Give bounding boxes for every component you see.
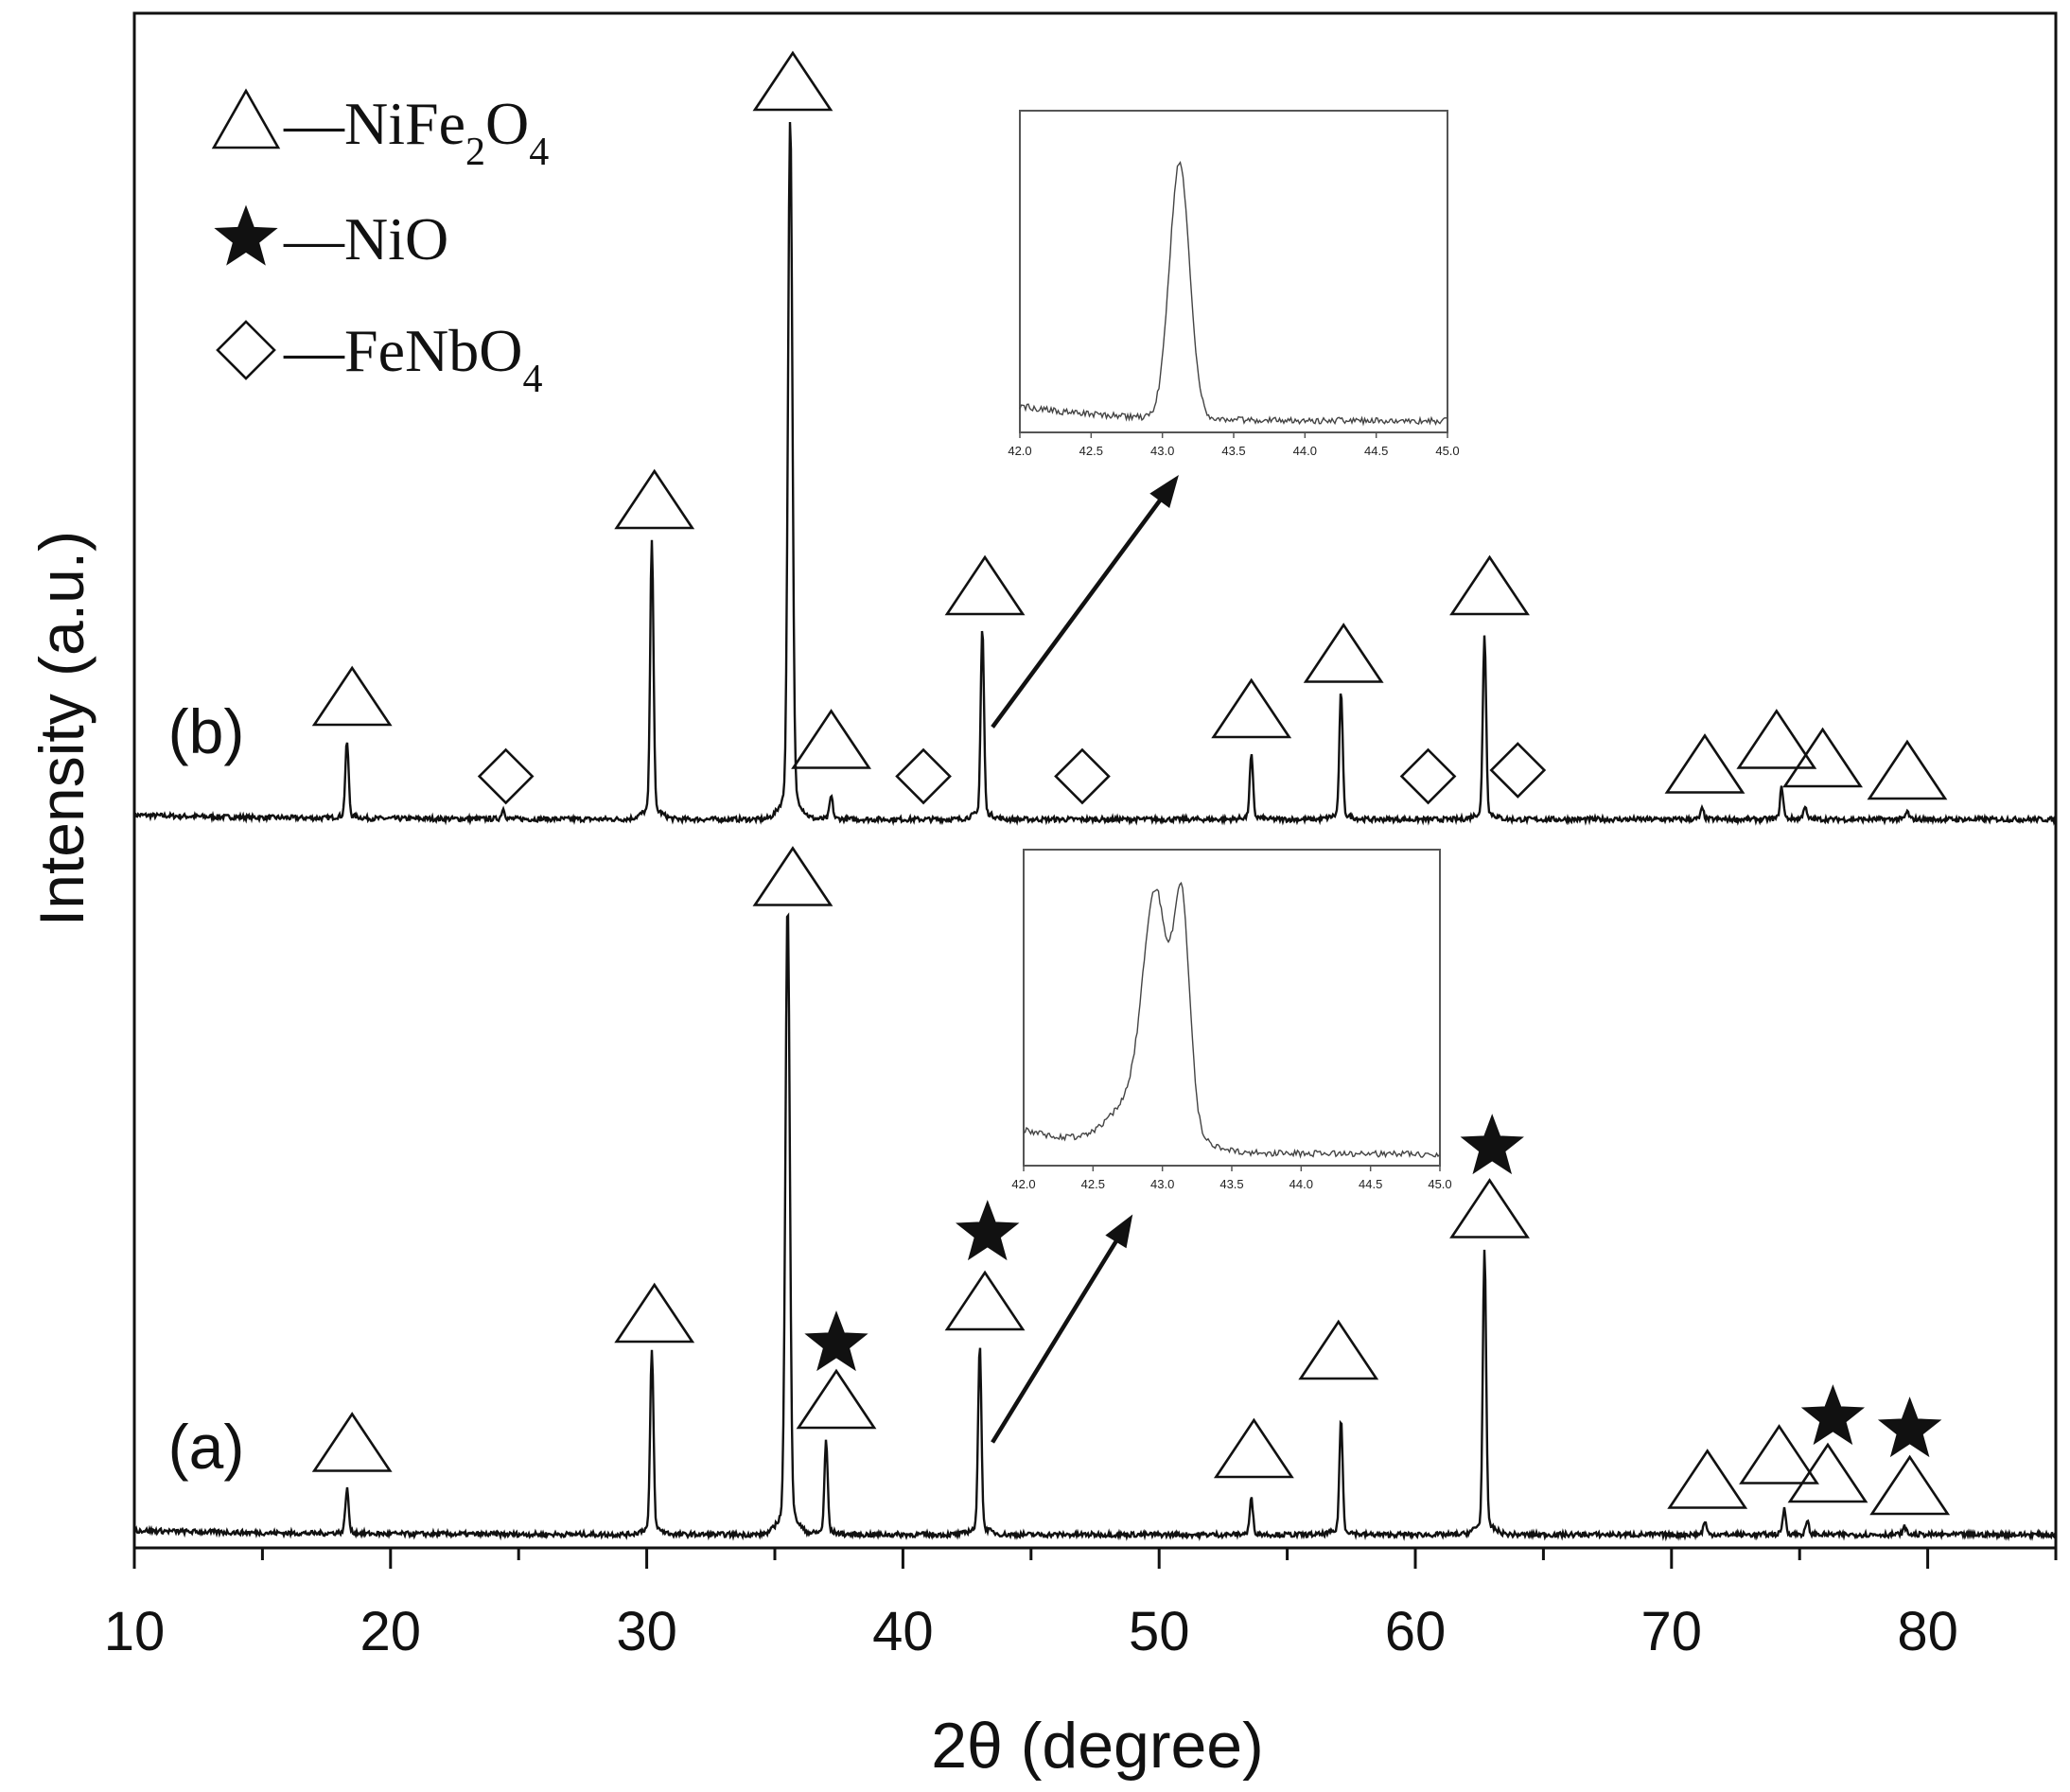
series-layer: (b) (a) bbox=[132, 121, 2057, 1542]
x-tick-label: 10 bbox=[104, 1601, 166, 1662]
legend-diamond-icon bbox=[216, 320, 276, 380]
x-tick-label: 80 bbox=[1897, 1601, 1958, 1662]
inset-x-tick-label: 43.0 bbox=[1150, 444, 1174, 458]
nife2o4-triangle-marker bbox=[1667, 1449, 1748, 1509]
nife2o4-triangle-marker bbox=[791, 709, 872, 769]
series-line-a bbox=[133, 912, 2057, 1542]
nife2o4-triangle-marker bbox=[614, 1282, 695, 1344]
phase-markers bbox=[311, 50, 1951, 1516]
inset-x-tick-label: 44.0 bbox=[1289, 1177, 1313, 1191]
inset-x-tick-label: 42.0 bbox=[1011, 1177, 1035, 1191]
fenbo4-diamond-marker bbox=[1399, 747, 1457, 805]
y-axis-label: Intensity (a.u.) bbox=[26, 531, 96, 926]
inset-arrow-head bbox=[1105, 1214, 1133, 1249]
inset-frame bbox=[1019, 110, 1448, 433]
fenbo4-diamond-marker bbox=[1054, 747, 1111, 805]
nio-star-marker bbox=[1800, 1384, 1866, 1446]
fenbo4-diamond-marker bbox=[1489, 742, 1547, 799]
x-tick-label: 50 bbox=[1129, 1601, 1190, 1662]
nife2o4-triangle-marker bbox=[1298, 1319, 1379, 1380]
nio-star-marker bbox=[956, 1200, 1020, 1261]
nife2o4-triangle-marker bbox=[752, 846, 833, 906]
legend-entry: —NiFe2O4 bbox=[211, 88, 549, 174]
nife2o4-triangle-marker bbox=[796, 1368, 877, 1430]
inset-peak-line bbox=[1023, 881, 1440, 1159]
inset-x-tick-label: 43.5 bbox=[1219, 1177, 1243, 1191]
nife2o4-triangle-marker bbox=[1211, 677, 1292, 739]
nife2o4-triangle-marker bbox=[1869, 1454, 1951, 1516]
x-tick-label: 60 bbox=[1385, 1601, 1447, 1662]
inset-x-tick-label: 43.5 bbox=[1221, 444, 1245, 458]
nife2o4-triangle-marker bbox=[752, 50, 833, 112]
series-label: (b) bbox=[168, 696, 245, 766]
inset-b: 42.0 42.5 43.0 43.5 44.0 44.5 45.0 bbox=[991, 110, 1460, 729]
plot-frame bbox=[132, 11, 2058, 1550]
inset-x-tick-label: 42.5 bbox=[1081, 1177, 1105, 1191]
inset-x-tick-label: 42.5 bbox=[1079, 444, 1103, 458]
nife2o4-triangle-marker bbox=[614, 468, 695, 530]
legend-triangle-icon bbox=[211, 88, 281, 149]
inset-x-tick-label: 44.5 bbox=[1359, 1177, 1382, 1191]
nio-star-marker bbox=[1460, 1114, 1524, 1175]
x-axis-label: 2θ (degree) bbox=[931, 1710, 1264, 1782]
nio-star-marker bbox=[1877, 1397, 1942, 1458]
nife2o4-triangle-marker bbox=[1739, 1424, 1819, 1485]
inset-x-tick-label: 45.0 bbox=[1428, 1177, 1451, 1191]
legend-star-icon bbox=[214, 204, 278, 266]
insets: 42.0 42.5 43.0 43.5 44.0 44.5 45.0 42.0 42.5 43.0… bbox=[991, 110, 1460, 1444]
nife2o4-triangle-marker bbox=[311, 1412, 393, 1472]
inset-peak-line bbox=[1019, 161, 1447, 427]
x-tick-label: 20 bbox=[360, 1601, 422, 1662]
fenbo4-diamond-marker bbox=[895, 747, 952, 805]
nife2o4-triangle-marker bbox=[1867, 739, 1948, 800]
inset-x-tick-label: 43.0 bbox=[1150, 1177, 1174, 1191]
x-tick-label: 30 bbox=[616, 1601, 677, 1662]
inset-arrow-head bbox=[1149, 474, 1179, 509]
legend-label: —NiFe2O4 bbox=[283, 90, 549, 174]
x-tick-label: 70 bbox=[1641, 1601, 1703, 1662]
nife2o4-triangle-marker bbox=[944, 554, 1026, 616]
nife2o4-triangle-marker bbox=[1449, 1178, 1530, 1239]
nife2o4-triangle-marker bbox=[1782, 727, 1864, 788]
fenbo4-diamond-marker bbox=[477, 747, 535, 805]
inset-x-tick-label: 42.0 bbox=[1008, 444, 1031, 458]
nio-star-marker bbox=[804, 1310, 868, 1372]
inset-x-tick-label: 45.0 bbox=[1435, 444, 1459, 458]
nife2o4-triangle-marker bbox=[1303, 623, 1384, 683]
inset-x-tick-label: 44.5 bbox=[1364, 444, 1388, 458]
nife2o4-triangle-marker bbox=[1449, 554, 1530, 616]
inset-a: 42.0 42.5 43.0 43.5 44.0 44.5 45.0 bbox=[991, 849, 1452, 1444]
legend: —NiFe2O4 —NiO —FeNbO4 bbox=[211, 88, 549, 401]
legend-label: —NiO bbox=[283, 205, 448, 272]
inset-x-tick-label: 44.0 bbox=[1293, 444, 1317, 458]
legend-entry: —FeNbO4 bbox=[216, 317, 542, 401]
inset-arrow bbox=[991, 481, 1175, 729]
inset-arrow bbox=[991, 1221, 1130, 1444]
inset-frame bbox=[1023, 849, 1441, 1167]
series-label: (a) bbox=[168, 1412, 245, 1482]
nife2o4-triangle-marker bbox=[1664, 733, 1745, 794]
nife2o4-triangle-marker bbox=[1787, 1442, 1868, 1503]
legend-label: —FeNbO4 bbox=[283, 317, 542, 401]
series-line-b bbox=[132, 121, 2057, 827]
x-tick-label: 40 bbox=[872, 1601, 934, 1662]
nife2o4-triangle-marker bbox=[1213, 1417, 1294, 1479]
x-axis-ticks: 10 20 30 40 50 60 70 80 bbox=[104, 1548, 2058, 1662]
nife2o4-triangle-marker bbox=[1736, 709, 1817, 769]
nife2o4-triangle-marker bbox=[311, 665, 393, 727]
legend-entry: —NiO bbox=[214, 204, 448, 272]
nife2o4-triangle-marker bbox=[944, 1270, 1026, 1331]
